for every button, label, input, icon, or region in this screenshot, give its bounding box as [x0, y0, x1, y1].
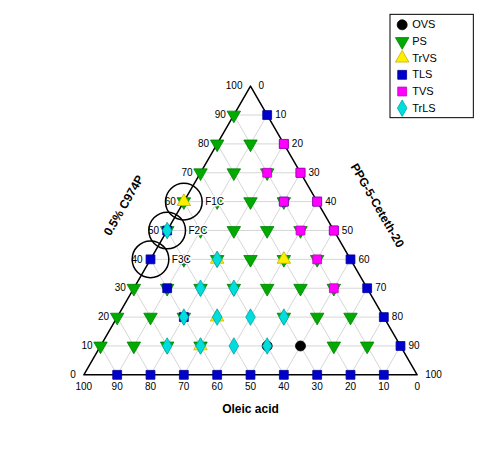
- svg-text:90: 90: [409, 340, 421, 351]
- svg-text:40: 40: [278, 381, 290, 392]
- svg-text:30: 30: [309, 167, 321, 178]
- svg-text:90: 90: [112, 381, 124, 392]
- svg-text:10: 10: [81, 340, 93, 351]
- svg-text:60: 60: [359, 254, 371, 265]
- svg-text:F1C: F1C: [205, 196, 224, 207]
- svg-text:F3C: F3C: [172, 254, 191, 265]
- svg-text:20: 20: [292, 138, 304, 149]
- svg-text:80: 80: [392, 311, 404, 322]
- svg-text:80: 80: [145, 381, 157, 392]
- svg-text:30: 30: [312, 381, 324, 392]
- svg-text:50: 50: [245, 381, 257, 392]
- svg-text:60: 60: [212, 381, 224, 392]
- svg-text:30: 30: [115, 282, 127, 293]
- svg-text:0.5% C974P: 0.5% C974P: [101, 173, 147, 238]
- svg-text:PPG-5-Ceteth-20: PPG-5-Ceteth-20: [348, 161, 408, 250]
- svg-text:0: 0: [70, 369, 76, 380]
- svg-text:40: 40: [325, 196, 337, 207]
- svg-text:40: 40: [131, 253, 143, 265]
- svg-text:20: 20: [98, 311, 110, 322]
- svg-text:10: 10: [378, 381, 390, 392]
- svg-text:90: 90: [215, 109, 227, 120]
- svg-text:60: 60: [164, 195, 176, 207]
- svg-text:0: 0: [259, 80, 265, 91]
- svg-text:TrLS: TrLS: [412, 102, 435, 114]
- svg-text:70: 70: [178, 381, 190, 392]
- svg-text:PS: PS: [412, 35, 427, 47]
- svg-text:70: 70: [181, 167, 193, 178]
- svg-text:Oleic acid: Oleic acid: [222, 402, 279, 416]
- svg-text:80: 80: [198, 138, 210, 149]
- svg-text:100: 100: [425, 369, 442, 380]
- svg-text:OVS: OVS: [412, 18, 435, 30]
- svg-text:70: 70: [375, 282, 387, 293]
- svg-text:50: 50: [342, 225, 354, 236]
- svg-text:20: 20: [345, 381, 357, 392]
- svg-text:100: 100: [226, 80, 243, 91]
- svg-text:TrVS: TrVS: [412, 52, 437, 64]
- svg-text:F2C: F2C: [189, 225, 208, 236]
- svg-text:10: 10: [275, 109, 287, 120]
- svg-text:TLS: TLS: [412, 68, 432, 80]
- svg-text:50: 50: [148, 224, 160, 236]
- svg-text:0: 0: [414, 381, 420, 392]
- svg-text:TVS: TVS: [412, 85, 433, 97]
- svg-text:100: 100: [75, 381, 92, 392]
